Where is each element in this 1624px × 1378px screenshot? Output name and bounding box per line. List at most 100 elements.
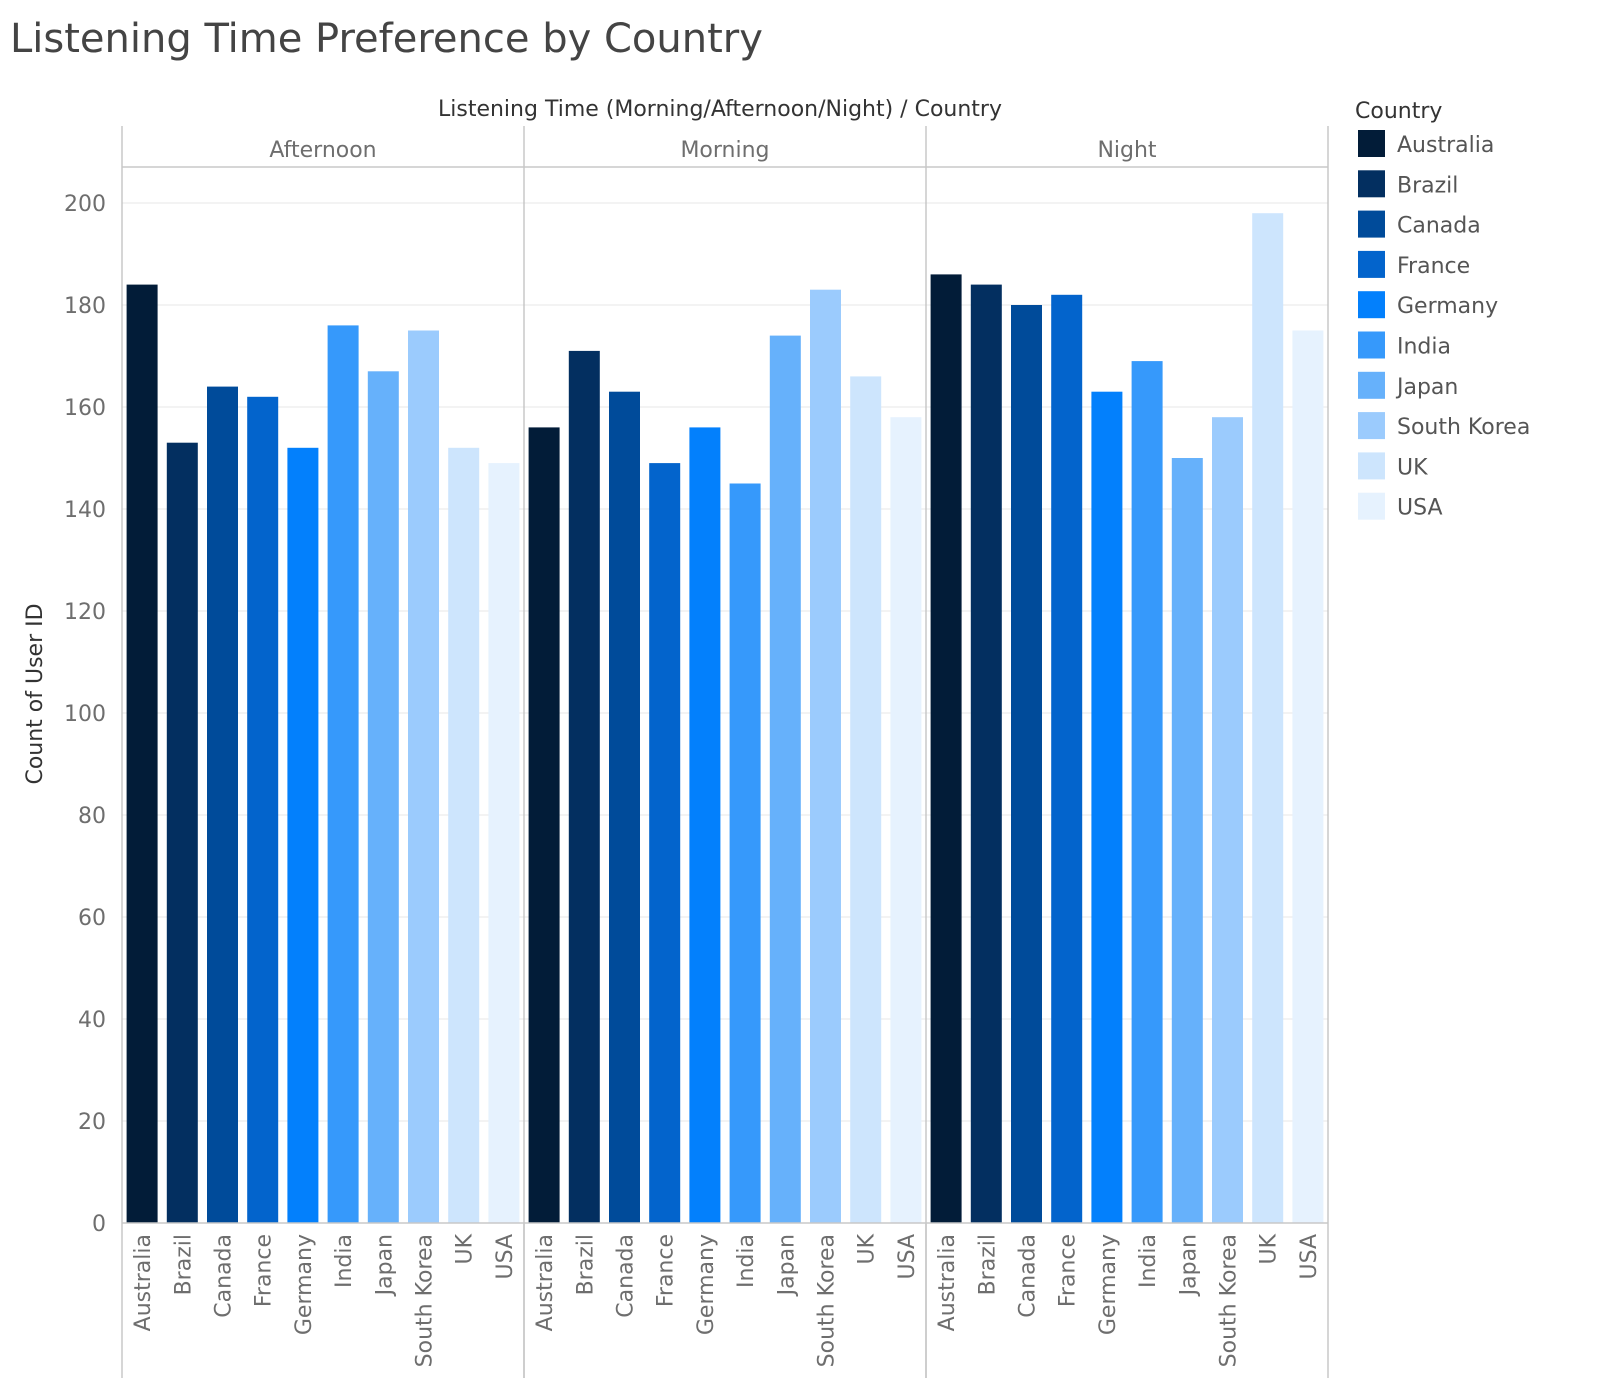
bar-morning-japan: [769, 335, 801, 1224]
facet-header-afternoon: Afternoon: [269, 138, 376, 163]
y-tick-label: 80: [78, 804, 106, 829]
bar-morning-australia: [528, 427, 560, 1223]
legend-label: South Korea: [1397, 415, 1530, 440]
y-tick-label: 140: [64, 498, 106, 523]
bar-night-brazil: [970, 284, 1002, 1224]
x-tick-label: Brazil: [975, 1234, 1000, 1295]
bar-night-canada: [1011, 305, 1042, 1223]
bar-night-india: [1131, 361, 1163, 1224]
y-axis-title: Count of User ID: [23, 603, 48, 784]
x-tick-label: Brazil: [171, 1234, 196, 1295]
x-tick-label: USA: [493, 1234, 518, 1280]
bar-afternoon-japan: [367, 371, 399, 1223]
y-tick-label: 20: [78, 1110, 106, 1135]
x-axis-ticks: Australia Brazil Canada France Germany India J…: [131, 1233, 1322, 1367]
bar-afternoon-brazil: [166, 442, 198, 1223]
legend-label: Canada: [1397, 214, 1481, 239]
legend-swatch: [1358, 452, 1385, 480]
bar-night-france: [1051, 294, 1083, 1223]
legend-swatch: [1358, 492, 1385, 520]
x-tick-label: India: [332, 1234, 357, 1288]
bar-morning-usa: [890, 417, 922, 1223]
y-tick-label: 200: [64, 192, 106, 217]
x-tick-label: USA: [895, 1234, 920, 1280]
bar-night-uk: [1252, 213, 1284, 1223]
x-tick-label: Germany: [694, 1234, 719, 1335]
x-tick-label: India: [734, 1234, 759, 1288]
legend-title: Country: [1355, 99, 1442, 124]
y-axis-ticks: 0 20 40 60 80 100 120 140 160 180 200: [64, 192, 106, 1237]
bar-afternoon-france: [247, 396, 279, 1223]
bar-afternoon-south-korea: [408, 330, 439, 1223]
x-tick-label: Canada: [1016, 1234, 1041, 1318]
bar-afternoon-india: [327, 325, 359, 1223]
x-tick-label: France: [1056, 1234, 1081, 1307]
bar-afternoon-australia: [126, 284, 158, 1224]
bar-morning-brazil: [568, 350, 600, 1223]
legend-swatch: [1358, 170, 1385, 198]
x-tick-label: India: [1136, 1234, 1161, 1288]
y-tick-label: 0: [92, 1212, 106, 1237]
x-tick-label: Japan: [372, 1234, 397, 1297]
bar-afternoon-usa: [488, 463, 520, 1224]
legend-label: France: [1397, 254, 1470, 279]
y-tick-label: 100: [64, 702, 106, 727]
x-tick-label: UK: [1257, 1233, 1282, 1264]
bar-night-australia: [930, 274, 962, 1223]
x-tick-label: Japan: [774, 1234, 799, 1297]
legend-swatch: [1358, 412, 1385, 440]
legend-label: Germany: [1397, 294, 1498, 319]
bar-morning-canada: [609, 391, 640, 1223]
y-tick-label: 160: [64, 396, 106, 421]
panel-frame: [121, 126, 1329, 1378]
bar-night-usa: [1292, 330, 1324, 1223]
legend-label: UK: [1397, 455, 1428, 480]
legend-swatch: [1358, 371, 1385, 399]
x-tick-label: Germany: [1096, 1234, 1121, 1335]
y-tick-label: 60: [78, 906, 106, 931]
x-tick-label: Germany: [292, 1234, 317, 1335]
x-tick-label: Australia: [533, 1234, 558, 1331]
x-tick-label: South Korea: [815, 1234, 840, 1367]
bar-night-germany: [1091, 391, 1123, 1223]
legend-label: India: [1397, 335, 1451, 360]
gridlines: [122, 202, 1328, 1122]
column-header-title: Listening Time (Morning/Afternoon/Night)…: [438, 97, 1002, 122]
facet-header-night: Night: [1097, 138, 1156, 163]
legend-label: Australia: [1397, 133, 1494, 158]
x-tick-label: France: [654, 1234, 679, 1307]
chart-title: Listening Time Preference by Country: [10, 16, 763, 62]
x-tick-label: South Korea: [1217, 1234, 1242, 1367]
x-tick-label: Canada: [212, 1234, 237, 1318]
facet-headers: Afternoon Morning Night: [269, 138, 1157, 163]
x-tick-label: UK: [855, 1233, 880, 1264]
bar-night-south-korea: [1212, 417, 1243, 1223]
legend-swatch: [1358, 210, 1385, 238]
facet-header-morning: Morning: [680, 138, 769, 163]
legend-label: Brazil: [1397, 173, 1458, 198]
bar-morning-india: [729, 483, 761, 1223]
x-tick-label: USA: [1297, 1234, 1322, 1280]
x-tick-label: Brazil: [573, 1234, 598, 1295]
bar-night-japan: [1171, 458, 1203, 1223]
legend-label: Japan: [1395, 375, 1458, 400]
y-tick-label: 40: [78, 1008, 106, 1033]
x-tick-label: Australia: [935, 1234, 960, 1331]
x-tick-label: Japan: [1176, 1234, 1201, 1297]
bar-morning-germany: [689, 427, 721, 1223]
x-tick-label: UK: [453, 1233, 478, 1264]
bar-afternoon-uk: [448, 447, 480, 1223]
bar-morning-france: [649, 463, 681, 1224]
legend-label: USA: [1397, 496, 1443, 521]
y-tick-label: 180: [64, 294, 106, 319]
bar-afternoon-germany: [287, 447, 319, 1223]
legend-swatch: [1358, 250, 1385, 278]
x-tick-label: Canada: [614, 1234, 639, 1318]
bar-morning-uk: [850, 376, 882, 1223]
bars: [126, 213, 1324, 1224]
x-tick-label: South Korea: [413, 1234, 438, 1367]
legend-swatch: [1358, 130, 1385, 157]
bar-morning-south-korea: [810, 289, 841, 1223]
x-tick-label: Australia: [131, 1234, 156, 1331]
